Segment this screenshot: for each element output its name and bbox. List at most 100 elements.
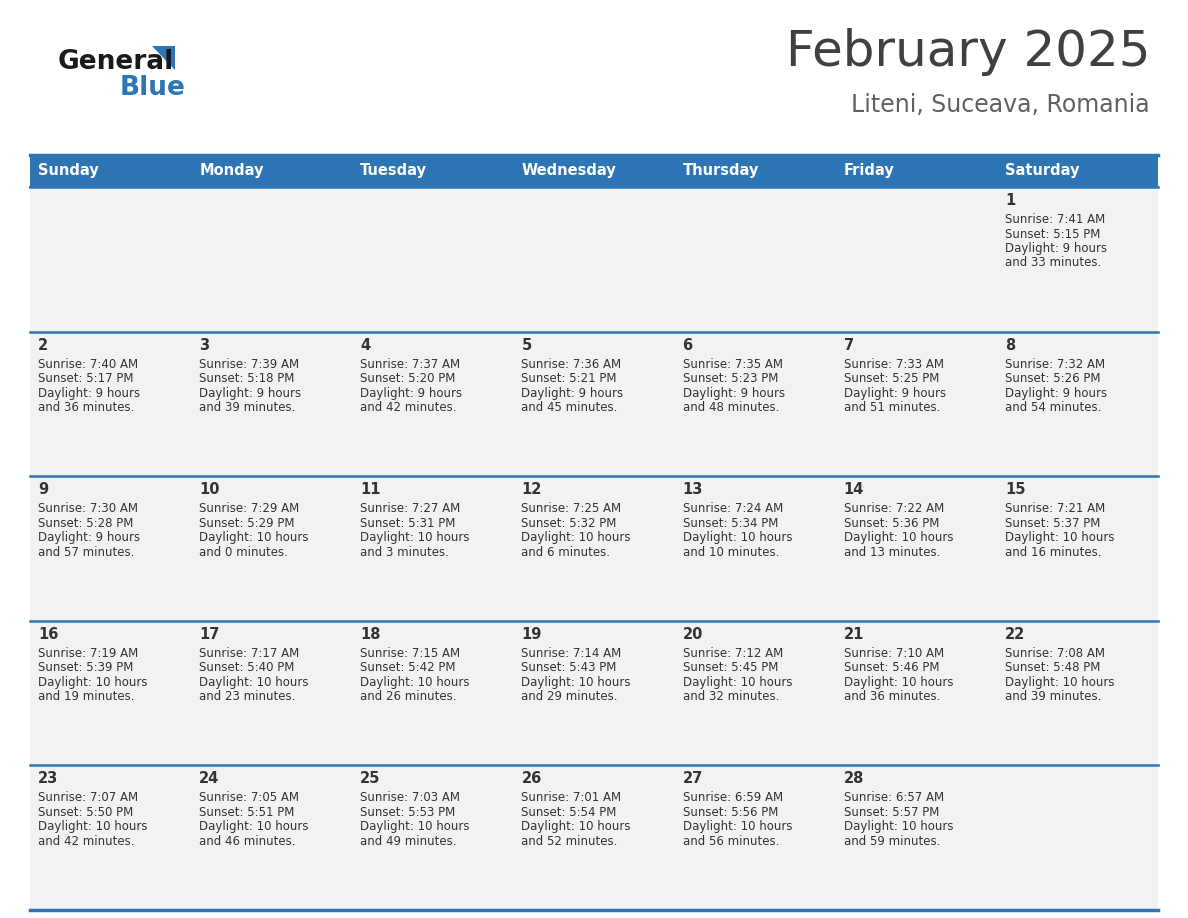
Text: 8: 8: [1005, 338, 1015, 353]
Text: Sunrise: 7:03 AM: Sunrise: 7:03 AM: [360, 791, 460, 804]
Text: and 39 minutes.: and 39 minutes.: [200, 401, 296, 414]
Bar: [997, 155, 1158, 187]
Text: 22: 22: [1005, 627, 1025, 642]
Text: Daylight: 10 hours: Daylight: 10 hours: [200, 821, 309, 834]
Text: Sunset: 5:54 PM: Sunset: 5:54 PM: [522, 806, 617, 819]
Text: 11: 11: [360, 482, 381, 498]
Bar: [30, 621, 191, 766]
Text: Daylight: 10 hours: Daylight: 10 hours: [360, 532, 469, 544]
Text: Sunset: 5:43 PM: Sunset: 5:43 PM: [522, 661, 617, 675]
Text: Sunset: 5:50 PM: Sunset: 5:50 PM: [38, 806, 133, 819]
Bar: [353, 331, 513, 476]
Text: 18: 18: [360, 627, 381, 642]
Text: and 29 minutes.: and 29 minutes.: [522, 690, 618, 703]
Text: Sunrise: 7:41 AM: Sunrise: 7:41 AM: [1005, 213, 1105, 226]
Text: Sunset: 5:51 PM: Sunset: 5:51 PM: [200, 806, 295, 819]
Text: Sunrise: 7:17 AM: Sunrise: 7:17 AM: [200, 647, 299, 660]
Text: Daylight: 10 hours: Daylight: 10 hours: [683, 821, 792, 834]
Text: Daylight: 10 hours: Daylight: 10 hours: [843, 821, 953, 834]
Text: Sunset: 5:46 PM: Sunset: 5:46 PM: [843, 661, 940, 675]
Text: Sunrise: 7:22 AM: Sunrise: 7:22 AM: [843, 502, 944, 515]
Text: Daylight: 10 hours: Daylight: 10 hours: [1005, 676, 1114, 688]
Text: Daylight: 10 hours: Daylight: 10 hours: [843, 676, 953, 688]
Text: Sunrise: 7:29 AM: Sunrise: 7:29 AM: [200, 502, 299, 515]
Text: Sunset: 5:42 PM: Sunset: 5:42 PM: [360, 661, 456, 675]
Text: 5: 5: [522, 338, 532, 353]
Text: 16: 16: [38, 627, 58, 642]
Text: Sunrise: 7:05 AM: Sunrise: 7:05 AM: [200, 791, 299, 804]
Text: 7: 7: [843, 338, 854, 353]
Text: Sunset: 5:40 PM: Sunset: 5:40 PM: [200, 661, 295, 675]
Text: and 52 minutes.: and 52 minutes.: [522, 834, 618, 848]
Text: Daylight: 10 hours: Daylight: 10 hours: [200, 676, 309, 688]
Bar: [675, 155, 835, 187]
Text: Sunrise: 7:36 AM: Sunrise: 7:36 AM: [522, 358, 621, 371]
Text: 6: 6: [683, 338, 693, 353]
Text: 24: 24: [200, 771, 220, 787]
Text: 17: 17: [200, 627, 220, 642]
Bar: [675, 187, 835, 331]
Text: Daylight: 10 hours: Daylight: 10 hours: [360, 676, 469, 688]
Text: Sunrise: 7:14 AM: Sunrise: 7:14 AM: [522, 647, 621, 660]
Text: Saturday: Saturday: [1005, 163, 1080, 178]
Text: Sunset: 5:29 PM: Sunset: 5:29 PM: [200, 517, 295, 530]
Text: and 6 minutes.: and 6 minutes.: [522, 545, 611, 559]
Text: Sunrise: 7:19 AM: Sunrise: 7:19 AM: [38, 647, 138, 660]
Text: Blue: Blue: [120, 75, 185, 101]
Text: Sunset: 5:23 PM: Sunset: 5:23 PM: [683, 372, 778, 385]
Text: Daylight: 9 hours: Daylight: 9 hours: [843, 386, 946, 399]
Bar: [30, 155, 191, 187]
Text: Daylight: 10 hours: Daylight: 10 hours: [843, 532, 953, 544]
Text: 3: 3: [200, 338, 209, 353]
Text: Daylight: 10 hours: Daylight: 10 hours: [522, 821, 631, 834]
Text: 26: 26: [522, 771, 542, 787]
Text: and 48 minutes.: and 48 minutes.: [683, 401, 779, 414]
Text: 27: 27: [683, 771, 703, 787]
Text: 2: 2: [38, 338, 49, 353]
Text: Sunrise: 7:30 AM: Sunrise: 7:30 AM: [38, 502, 138, 515]
Text: Sunrise: 7:12 AM: Sunrise: 7:12 AM: [683, 647, 783, 660]
Bar: [513, 621, 675, 766]
Text: 25: 25: [360, 771, 380, 787]
Text: Daylight: 9 hours: Daylight: 9 hours: [38, 386, 140, 399]
Bar: [513, 476, 675, 621]
Text: Daylight: 9 hours: Daylight: 9 hours: [360, 386, 462, 399]
Bar: [513, 155, 675, 187]
Text: and 57 minutes.: and 57 minutes.: [38, 545, 134, 559]
Bar: [513, 331, 675, 476]
Text: Daylight: 9 hours: Daylight: 9 hours: [1005, 242, 1107, 255]
Text: 28: 28: [843, 771, 864, 787]
Bar: [353, 155, 513, 187]
Text: and 45 minutes.: and 45 minutes.: [522, 401, 618, 414]
Bar: [30, 187, 191, 331]
Text: 13: 13: [683, 482, 703, 498]
Text: Sunrise: 7:35 AM: Sunrise: 7:35 AM: [683, 358, 783, 371]
Bar: [30, 766, 191, 910]
Polygon shape: [152, 46, 175, 70]
Text: and 33 minutes.: and 33 minutes.: [1005, 256, 1101, 270]
Text: Sunrise: 7:32 AM: Sunrise: 7:32 AM: [1005, 358, 1105, 371]
Text: Sunset: 5:32 PM: Sunset: 5:32 PM: [522, 517, 617, 530]
Text: and 51 minutes.: and 51 minutes.: [843, 401, 940, 414]
Text: and 59 minutes.: and 59 minutes.: [843, 834, 940, 848]
Text: Daylight: 10 hours: Daylight: 10 hours: [522, 676, 631, 688]
Text: Sunrise: 7:25 AM: Sunrise: 7:25 AM: [522, 502, 621, 515]
Text: Sunset: 5:17 PM: Sunset: 5:17 PM: [38, 372, 133, 385]
Text: and 36 minutes.: and 36 minutes.: [843, 690, 940, 703]
Text: Daylight: 10 hours: Daylight: 10 hours: [522, 532, 631, 544]
Text: Daylight: 9 hours: Daylight: 9 hours: [683, 386, 785, 399]
Text: Sunset: 5:53 PM: Sunset: 5:53 PM: [360, 806, 455, 819]
Text: Sunrise: 7:33 AM: Sunrise: 7:33 AM: [843, 358, 943, 371]
Text: 15: 15: [1005, 482, 1025, 498]
Text: Sunset: 5:39 PM: Sunset: 5:39 PM: [38, 661, 133, 675]
Text: and 42 minutes.: and 42 minutes.: [38, 834, 134, 848]
Text: Sunrise: 7:39 AM: Sunrise: 7:39 AM: [200, 358, 299, 371]
Bar: [353, 621, 513, 766]
Bar: [997, 187, 1158, 331]
Bar: [997, 331, 1158, 476]
Text: 23: 23: [38, 771, 58, 787]
Text: Sunset: 5:15 PM: Sunset: 5:15 PM: [1005, 228, 1100, 241]
Bar: [835, 621, 997, 766]
Text: Sunrise: 7:10 AM: Sunrise: 7:10 AM: [843, 647, 943, 660]
Text: 9: 9: [38, 482, 49, 498]
